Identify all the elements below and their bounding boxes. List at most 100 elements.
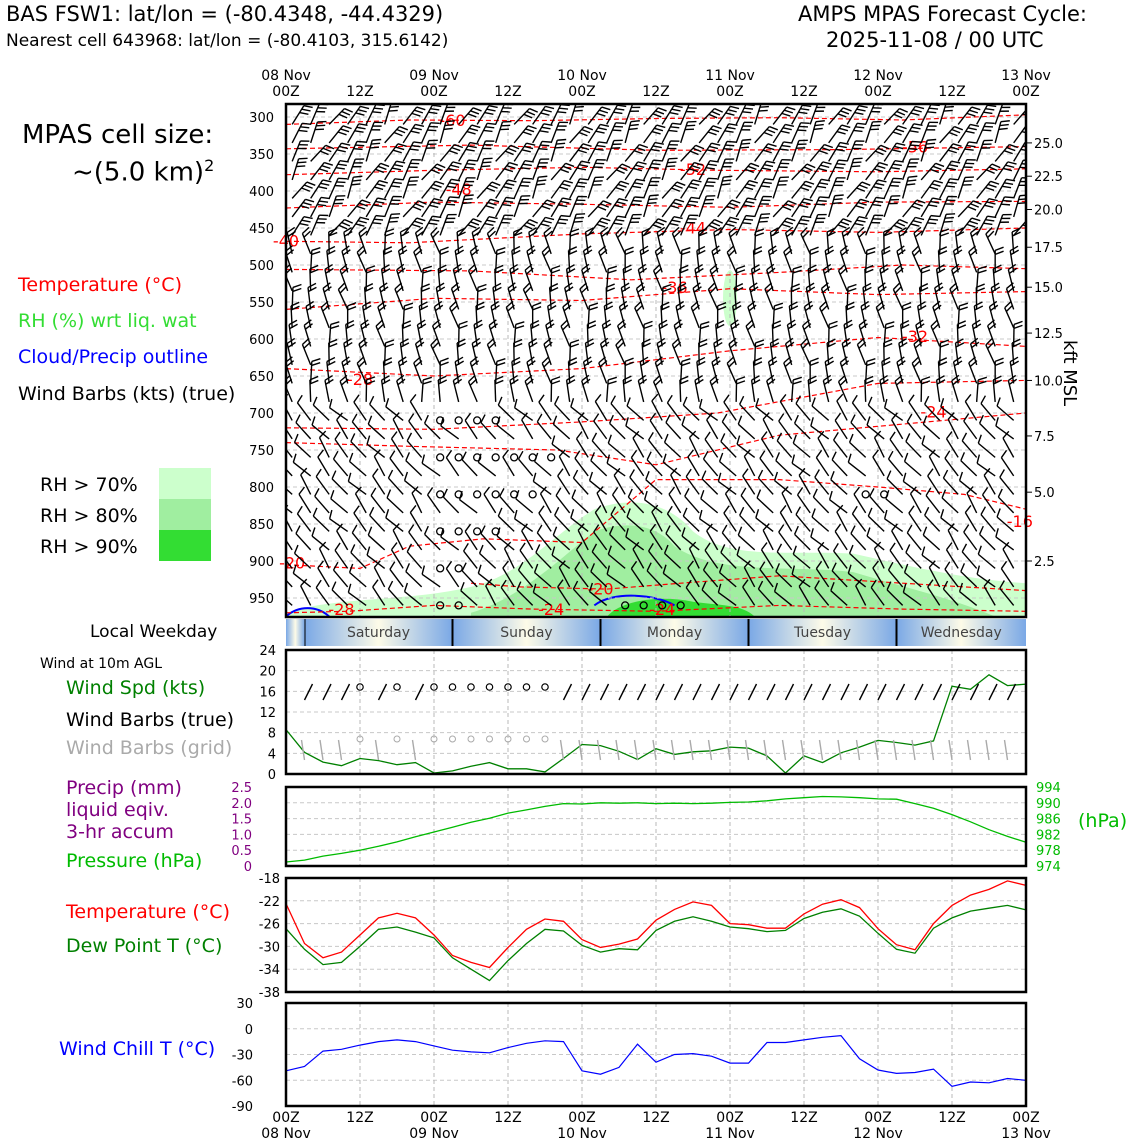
wind-barb-flag [312, 396, 318, 406]
wind-barb-flag [408, 413, 415, 422]
wind-barb-flag [673, 319, 682, 326]
wind-barb-flag [966, 112, 976, 117]
wind-barb-staff [411, 492, 423, 514]
wind-barb-flag [377, 323, 385, 331]
wind-barb-flag [866, 358, 876, 363]
wind-barb-flag [636, 146, 646, 152]
wind-speed-line [285, 674, 1027, 774]
wind-barb-flag [755, 232, 765, 237]
wind-barb-flag [707, 282, 716, 290]
wind-barb-flag [486, 226, 495, 235]
wind-barb-flag [417, 323, 427, 330]
wind-barb-flag [570, 343, 580, 348]
wind-barb-staff [286, 448, 293, 458]
wind-barb-flag [825, 249, 835, 256]
wind-barb-flag [899, 230, 908, 237]
wind-barb-flag [587, 320, 596, 326]
wind-barb-flag [433, 197, 443, 202]
wind-barb-flag [824, 356, 834, 363]
wind-barb-flag [689, 430, 697, 439]
wind-barb-staff [646, 459, 663, 477]
wind-barb-flag [319, 168, 329, 173]
wind-barb-flag [488, 216, 498, 220]
wind-barb-staff [778, 531, 793, 551]
wind-barb-flag [893, 113, 903, 119]
wind-barb-flag [450, 304, 459, 312]
wind-barb-flag [328, 398, 333, 408]
wind-barb-flag [947, 412, 955, 420]
wind-barb-flag [532, 306, 542, 311]
wind-barb-flag [439, 250, 449, 256]
wind-barb-10m [858, 683, 869, 701]
wind-barb-flag [353, 148, 363, 151]
wind-barb-staff [332, 569, 349, 588]
wind-barb-flag [654, 141, 664, 145]
wind-barb-flag [496, 527, 501, 537]
wind-barb-flag [842, 230, 851, 237]
wind-barb-staff [849, 441, 867, 458]
wind-barb-flag [551, 435, 556, 445]
wind-barb-flag [803, 323, 812, 331]
wind-barb-staff [721, 421, 737, 440]
pressure-tick-label: 990 [1036, 797, 1061, 812]
top-hour-label: 00Z [864, 84, 891, 100]
wind-barb-flag [504, 168, 514, 173]
wind-barb-flag [319, 541, 327, 550]
wind-barb-flag [430, 122, 440, 125]
wind-barb-flag [375, 168, 385, 174]
wind-barb-flag [842, 218, 852, 223]
wind-barb-flag [800, 107, 810, 111]
wind-barb-flag [431, 169, 440, 175]
wind-barb-flag [494, 375, 504, 381]
wind-barb-flag [701, 470, 707, 480]
isotherm-label: -32 [902, 327, 928, 346]
wind-barb-staff [891, 419, 904, 440]
wind-barb-flag [854, 222, 864, 226]
wind-barb-flag [866, 416, 871, 426]
wind-barb-flag [413, 245, 421, 253]
wind-barb-flag [878, 286, 887, 293]
wind-barb-flag [942, 469, 949, 479]
wind-barb-staff [866, 535, 885, 551]
wind-barb-flag [507, 179, 517, 183]
wind-barb-flag [446, 203, 456, 206]
wind-barb-flag [643, 320, 653, 326]
wind-barb-flag [290, 301, 300, 307]
wind-barb-flag [823, 378, 833, 386]
temperature-panel: -38-34-30-26-22-18 [259, 872, 1028, 1001]
wind-barb-flag [712, 125, 722, 130]
top-hour-label: 12Z [494, 84, 521, 100]
bottom-date-label: 13 Nov [1001, 1126, 1051, 1140]
wind-barb-flag [968, 356, 976, 364]
calm-wind-circle [510, 453, 519, 462]
wind-barb-flag [372, 111, 382, 114]
wind-barb-flag [808, 268, 818, 274]
wind-barb-flag [457, 231, 466, 237]
wind-barb-staff [794, 422, 811, 440]
wind-barb-flag [729, 202, 738, 207]
wind-barb-flag [902, 302, 912, 307]
wind-barb-staff [442, 496, 460, 514]
wind-barb-flag [691, 165, 701, 170]
wind-barb-flag [802, 341, 810, 350]
wind-barb-flag [673, 105, 683, 109]
wind-barb-flag [616, 169, 625, 175]
wind-barb-flag [551, 546, 556, 556]
wind-barb-flag [861, 181, 871, 186]
wind-barb-flag [645, 471, 650, 480]
wind-barb-flag [704, 431, 711, 440]
wind-barb-flag [858, 105, 868, 109]
wind-barb-flag [803, 197, 813, 202]
wind-barb-flag [792, 269, 802, 274]
wind-barb-flag [358, 337, 367, 345]
wind-barb-flag [454, 245, 464, 252]
wind-barb-flag [678, 286, 687, 293]
wind-barb-staff [774, 591, 793, 606]
wind-barb-flag [471, 226, 481, 234]
wind-barb-flag [477, 453, 482, 463]
kft-tick-label: 22.5 [1034, 170, 1063, 185]
wind-barb-flag [493, 286, 502, 293]
wind-barb-flag [897, 360, 906, 367]
wind-barb-flag [824, 245, 834, 252]
wind-barb-flag [422, 380, 432, 385]
